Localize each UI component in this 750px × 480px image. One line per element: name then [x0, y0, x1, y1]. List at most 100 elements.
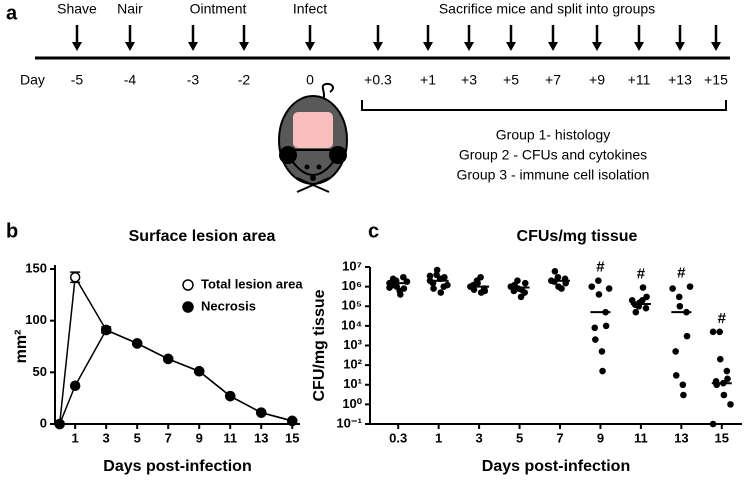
- data-point: [639, 297, 646, 304]
- x-tick-label: 5: [516, 430, 523, 445]
- group-text: Group 3 - immune cell isolation: [457, 167, 650, 183]
- group-bracket: [361, 100, 727, 111]
- y-tick-label: 150: [25, 260, 47, 275]
- legend-label: Necrosis: [201, 298, 256, 313]
- data-point: [595, 277, 602, 285]
- x-tick-label: 11: [223, 430, 237, 445]
- legend-label: Total lesion area: [201, 276, 303, 291]
- timeline-day: +3: [461, 72, 477, 88]
- y-tick-label: 10²: [343, 357, 362, 372]
- y-tick-label: 10³: [343, 337, 362, 352]
- x-tick-label: 3: [475, 430, 482, 445]
- data-point: [554, 273, 562, 281]
- panel-label: a: [6, 2, 18, 24]
- data-point: [723, 367, 731, 375]
- data-point: [477, 273, 484, 281]
- y-tick-label: 10⁶: [342, 278, 362, 293]
- timeline-day: +1: [420, 72, 436, 88]
- data-point: [521, 279, 529, 287]
- data-point: [386, 284, 393, 291]
- timeline-day: -2: [238, 72, 251, 88]
- data-point: [517, 293, 525, 301]
- data-point: [470, 286, 478, 293]
- data-point: [686, 283, 694, 290]
- data-point: [639, 284, 647, 291]
- data-point: [724, 375, 731, 383]
- data-point: [592, 336, 599, 343]
- data-point: [433, 266, 441, 274]
- data-point: [680, 391, 687, 399]
- data-point: [430, 285, 437, 292]
- timeline-day: +11: [628, 72, 651, 88]
- group-text: Group 1- histology: [496, 127, 610, 143]
- x-tick-label: 7: [165, 430, 172, 445]
- data-point: [591, 324, 599, 332]
- data-point: [602, 322, 610, 330]
- legend-marker: [182, 279, 194, 291]
- timeline-event: Nair: [117, 1, 143, 17]
- timeline-arrowhead: [548, 42, 558, 51]
- data-point: [69, 272, 81, 283]
- data-point: [675, 293, 683, 301]
- x-tick-label: 0.3: [389, 430, 407, 445]
- x-tick-label: 7: [556, 430, 563, 445]
- timeline-day: +13: [668, 72, 692, 88]
- timeline-arrowhead: [239, 42, 249, 51]
- x-axis-label: Days post-infection: [482, 458, 630, 475]
- data-point: [599, 367, 606, 375]
- data-point: [224, 390, 236, 402]
- data-point: [389, 275, 397, 283]
- data-point: [720, 391, 728, 399]
- y-tick-label: 100: [25, 312, 47, 327]
- legend-marker: [182, 301, 194, 313]
- x-tick-label: 11: [634, 430, 648, 445]
- timeline-arrowhead: [373, 42, 383, 51]
- data-point: [286, 415, 298, 427]
- timeline-day: +7: [545, 72, 561, 88]
- data-point: [588, 283, 596, 290]
- timeline-axis-label: Day: [20, 72, 45, 88]
- data-point: [400, 273, 407, 281]
- y-tick-label: 10⁰: [342, 396, 362, 411]
- timeline-arrowhead: [464, 42, 474, 51]
- timeline-arrowhead: [711, 42, 721, 51]
- data-point: [131, 338, 143, 349]
- data-point: [709, 328, 717, 336]
- timeline-event: Sacrifice mice and split into groups: [439, 1, 655, 17]
- data-point: [437, 289, 445, 296]
- data-point: [642, 304, 650, 312]
- data-point: [426, 272, 434, 280]
- x-tick-label: 15: [715, 430, 729, 445]
- data-point: [716, 328, 723, 336]
- x-tick-label: 1: [72, 430, 79, 445]
- timeline-day: -4: [124, 72, 137, 88]
- chart-title: Surface lesion area: [129, 228, 276, 245]
- x-axis-label: Days post-infection: [103, 458, 251, 475]
- y-tick-label: 10⁷: [342, 258, 362, 273]
- data-point: [69, 380, 81, 392]
- data-point: [558, 285, 565, 292]
- timeline-arrowhead: [506, 42, 516, 51]
- timeline-day: -5: [71, 72, 84, 88]
- timeline-arrowhead: [72, 42, 82, 51]
- timeline-day: +15: [704, 72, 728, 88]
- y-tick-label: 10⁻¹: [336, 415, 362, 430]
- data-point: [679, 381, 687, 389]
- annotation: #: [637, 265, 646, 282]
- data-point: [672, 348, 679, 355]
- x-tick-label: 5: [134, 430, 141, 445]
- annotation: #: [677, 265, 686, 282]
- data-point: [162, 353, 174, 365]
- timeline-arrowhead: [188, 42, 198, 51]
- data-point: [669, 285, 676, 292]
- data-point: [54, 418, 65, 430]
- data-point: [255, 407, 267, 418]
- y-tick-label: 10⁵: [341, 298, 362, 313]
- data-point: [676, 302, 684, 310]
- timeline-event: Ointment: [190, 1, 247, 17]
- x-tick-label: 15: [285, 430, 299, 445]
- timeline-day: +9: [589, 72, 605, 88]
- timeline-event: Infect: [293, 1, 327, 17]
- annotation: #: [596, 259, 605, 276]
- timeline-arrowhead: [305, 42, 315, 51]
